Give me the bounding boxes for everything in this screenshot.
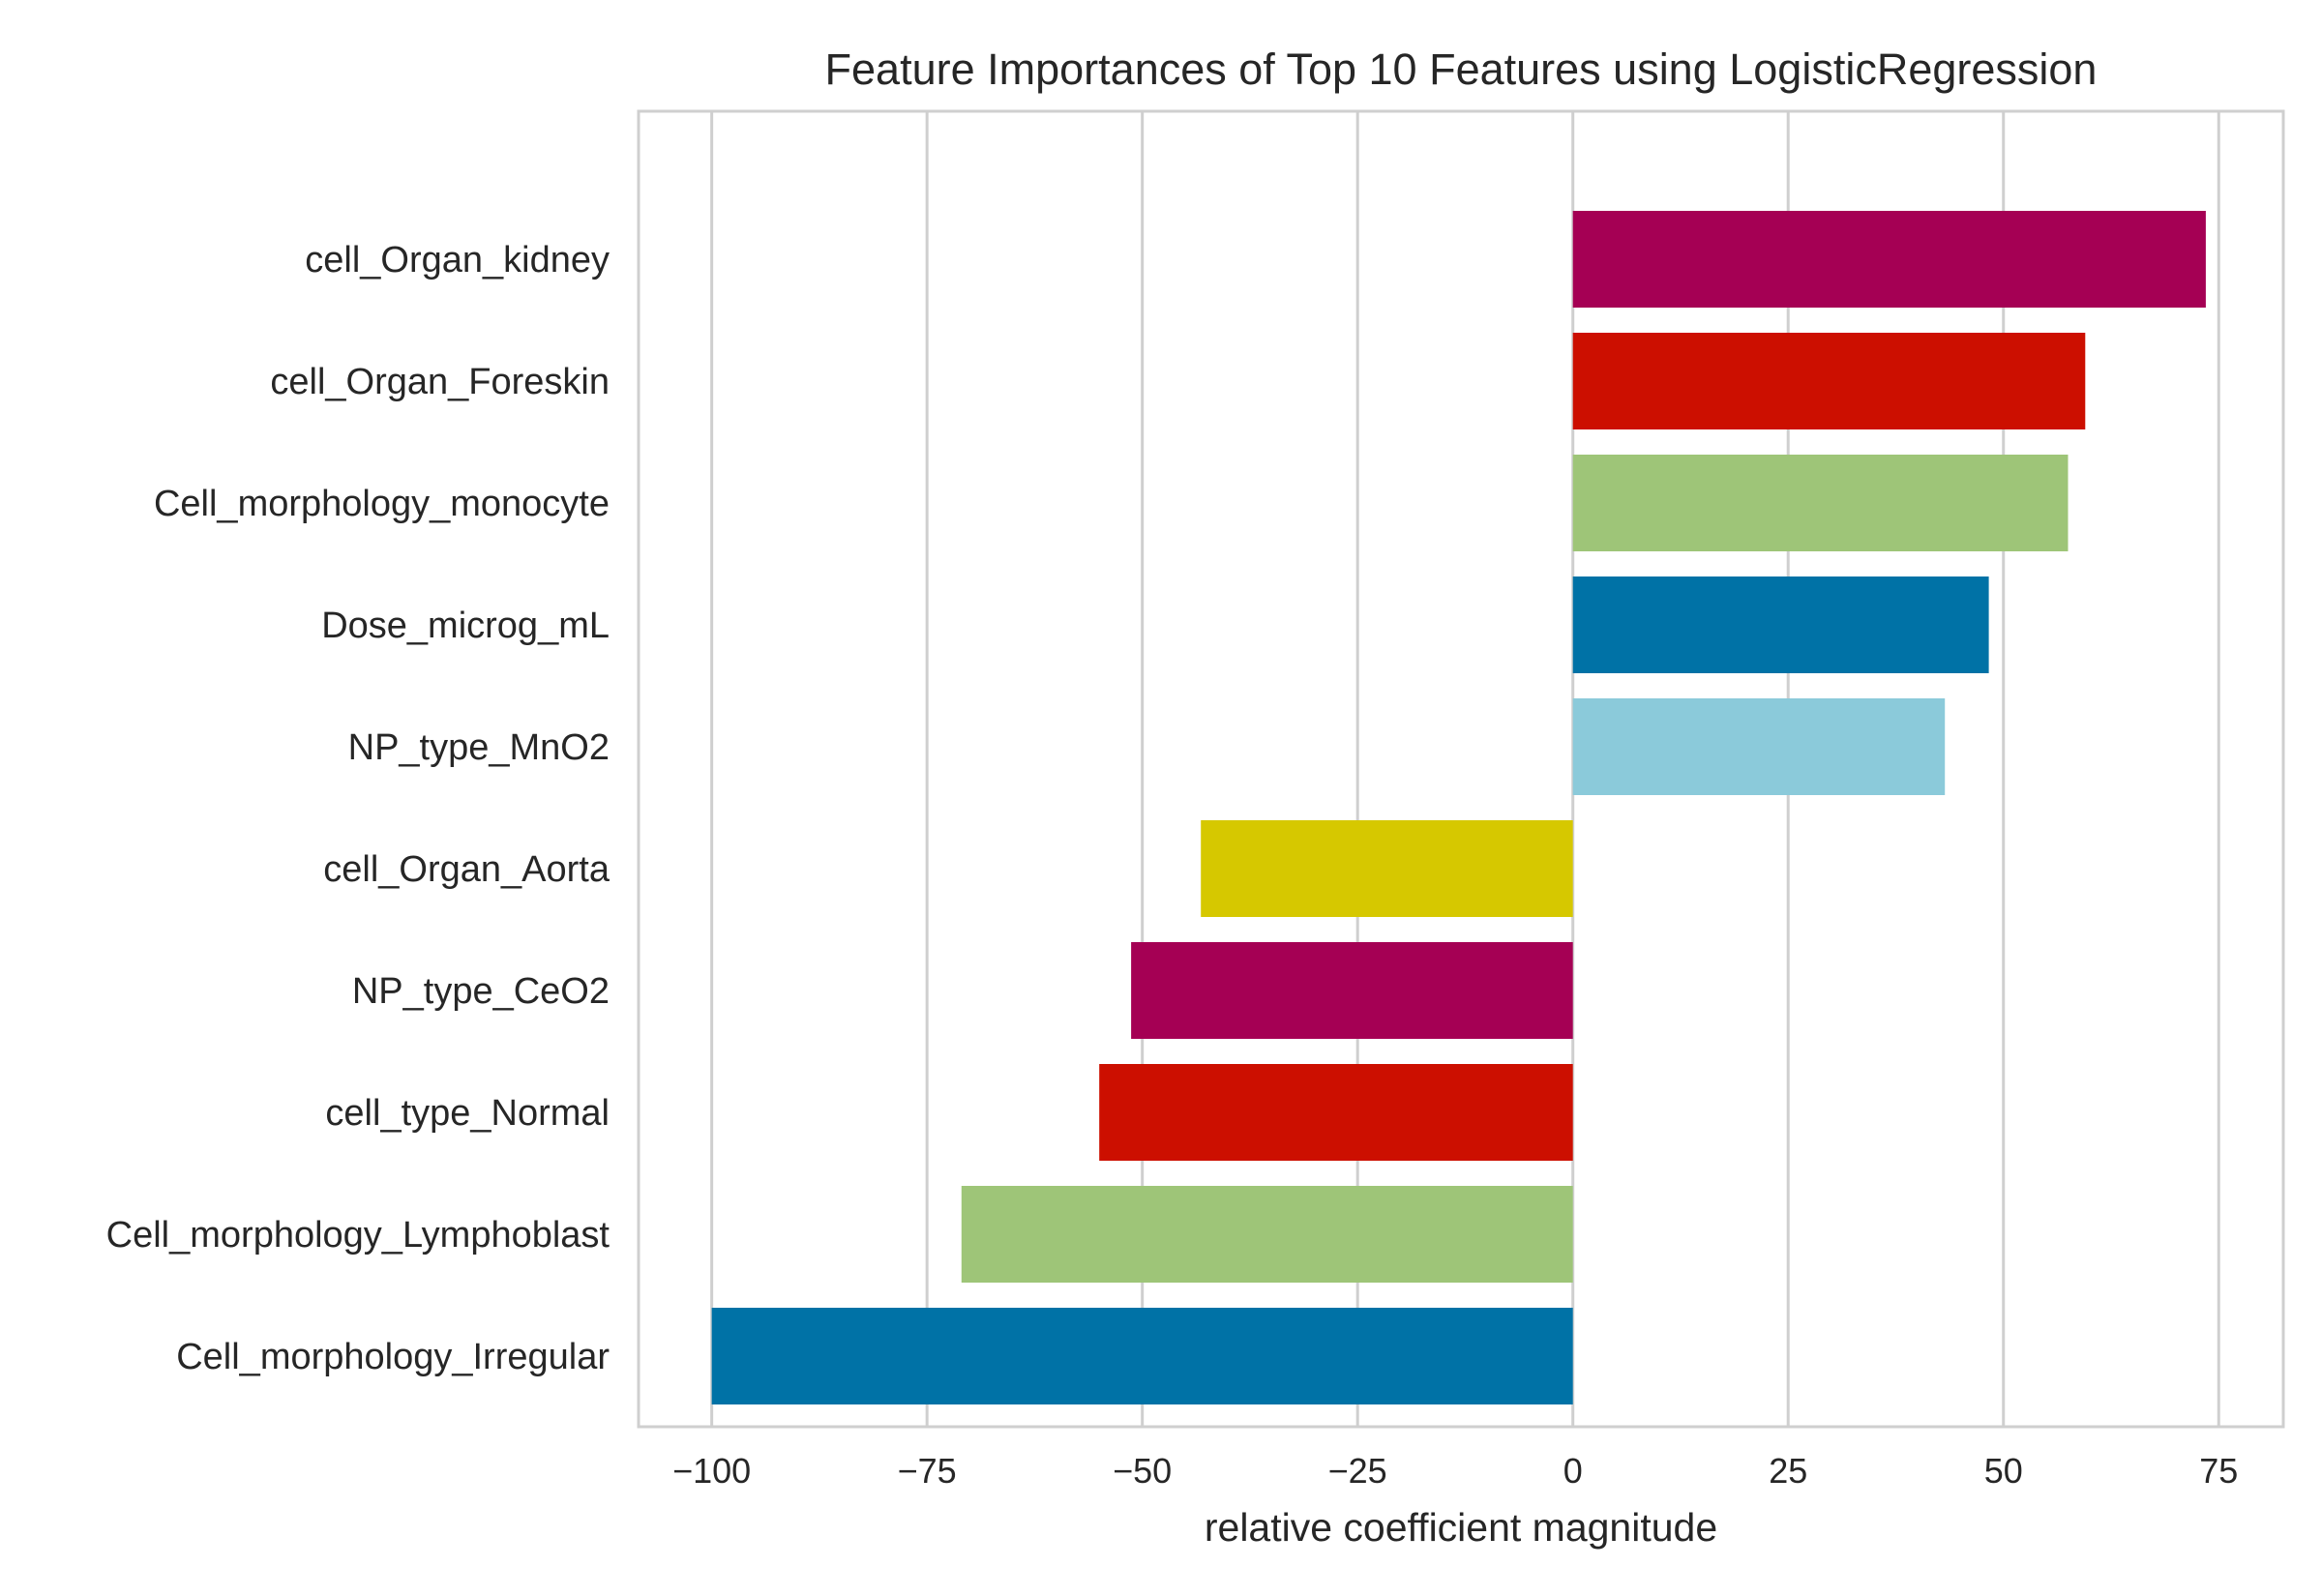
y-tick-label: Cell_morphology_Irregular	[176, 1337, 610, 1377]
y-tick-labels: cell_Organ_kidney cell_Organ_Foreskin Cell…	[106, 240, 610, 1377]
x-axis-label: relative coefficient magnitude	[1205, 1505, 1717, 1550]
bar-Dose_microg_mL	[1572, 576, 1989, 673]
bars	[711, 211, 2206, 1404]
y-tick-label: NP_type_CeO2	[352, 971, 610, 1012]
bar-Cell_morphology_Irregular	[711, 1308, 1573, 1404]
y-tick-label: cell_type_Normal	[325, 1093, 610, 1134]
x-tick-label: −75	[898, 1451, 957, 1491]
x-tick-label: −50	[1113, 1451, 1172, 1491]
bar-Cell_morphology_monocyte	[1572, 455, 2069, 551]
y-tick-label: Dose_microg_mL	[321, 606, 610, 646]
x-tick-label: 75	[2199, 1451, 2238, 1491]
bar-cell_Organ_Foreskin	[1572, 333, 2086, 429]
bar-cell_type_Normal	[1099, 1064, 1573, 1161]
bar-NP_type_MnO2	[1572, 698, 1946, 795]
x-tick-label: −100	[672, 1451, 751, 1491]
bar-Cell_morphology_Lymphoblast	[961, 1186, 1573, 1283]
bar-cell_Organ_kidney	[1572, 211, 2206, 308]
x-tick-labels: −100 −75 −50 −25 0 25 50 75	[672, 1451, 2238, 1491]
x-tick-label: 50	[1984, 1451, 2023, 1491]
chart-title: Feature Importances of Top 10 Features u…	[825, 44, 2098, 94]
y-tick-label: Cell_morphology_monocyte	[154, 484, 610, 524]
x-tick-label: 0	[1563, 1451, 1583, 1491]
y-tick-label: cell_Organ_Aorta	[323, 849, 610, 890]
y-tick-label: Cell_morphology_Lymphoblast	[106, 1215, 610, 1256]
bar-cell_Organ_Aorta	[1201, 820, 1573, 917]
y-tick-label: NP_type_MnO2	[348, 727, 610, 768]
y-tick-label: cell_Organ_kidney	[305, 240, 610, 281]
x-tick-label: −25	[1328, 1451, 1387, 1491]
x-tick-label: 25	[1769, 1451, 1807, 1491]
plot-frame	[637, 109, 2285, 1429]
bar-NP_type_CeO2	[1131, 942, 1573, 1039]
y-tick-label: cell_Organ_Foreskin	[270, 362, 610, 402]
